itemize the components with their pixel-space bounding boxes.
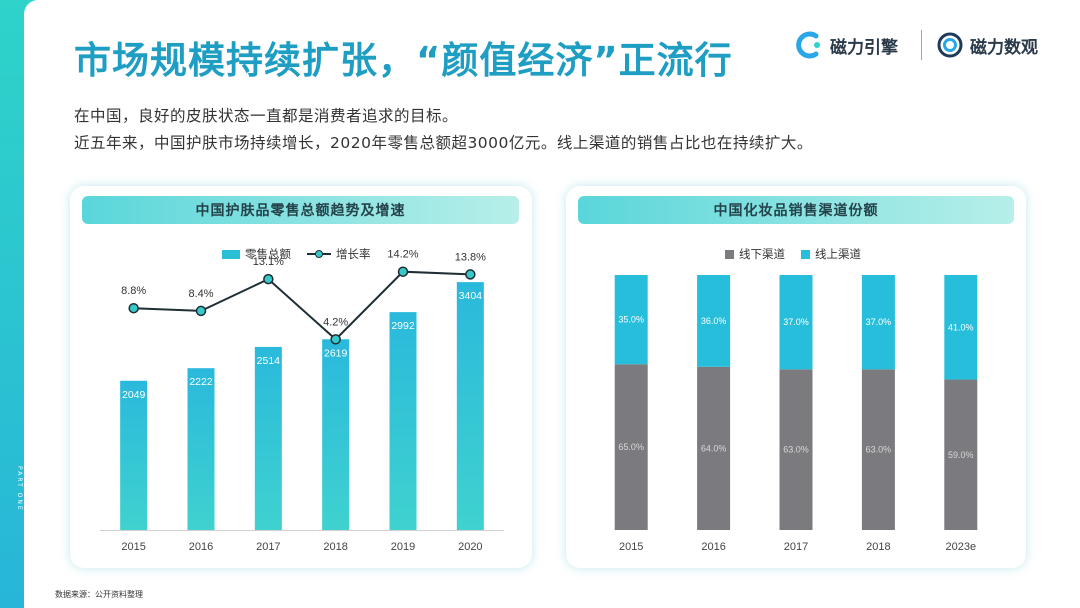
bar (120, 380, 148, 530)
growth-rate-label: 8.8% (121, 285, 146, 297)
left-strip-inner-curve (24, 0, 38, 608)
page-title: 市场规模持续扩张，“颜值经济”正流行 (74, 39, 733, 82)
x-tick-label: 2017 (256, 541, 280, 553)
bar (322, 339, 350, 530)
bar-online (779, 275, 813, 370)
legend-item-growth-rate: 增长率 (307, 246, 371, 262)
bar-offline (944, 379, 978, 530)
offline-data-label: 63.0% (783, 445, 809, 455)
bar (254, 346, 282, 530)
legend-label: 增长率 (336, 247, 371, 261)
legend-swatch (222, 249, 240, 259)
brand-cili-engine: 磁力引擎 (794, 30, 898, 60)
legend-swatch (725, 249, 734, 259)
growth-rate-label: 14.2% (387, 249, 418, 261)
growth-rate-line (133, 270, 471, 341)
bar (187, 368, 215, 530)
growth-rate-label: 8.4% (188, 288, 213, 300)
legend-swatch (801, 249, 810, 259)
offline-data-label: 63.0% (866, 445, 892, 455)
growth-rate-label: 13.8% (455, 251, 486, 263)
offline-data-label: 65.0% (618, 442, 644, 452)
intro-line: 在中国，良好的皮肤状态一直都是消费者追求的目标。 (74, 107, 459, 125)
circle-lens-logo-icon (937, 32, 963, 58)
channel-share-chart-panel: 中国化妆品销售渠道份额 线下渠道 线上渠道 65.0% 35.0% 2015 64.0… (566, 186, 1026, 568)
legend-label: 线下渠道 (739, 247, 785, 261)
chart-legend: 零售总额 增长率 (222, 246, 387, 262)
chart-legend: 线下渠道 线上渠道 (725, 246, 877, 262)
growth-rate-label: 13.1% (253, 256, 284, 268)
legend-label: 零售总额 (245, 247, 291, 261)
online-data-label: 35.0% (618, 315, 644, 325)
legend-item-offline: 线下渠道 (725, 246, 785, 262)
magnet-c-logo-icon (796, 31, 820, 59)
x-tick-label: 2016 (189, 541, 213, 553)
legend-item-online: 线上渠道 (801, 246, 861, 262)
legend-label: 线上渠道 (815, 247, 861, 261)
online-data-label: 37.0% (783, 317, 809, 327)
intro-line: 近五年来，中国护肤市场持续增长，2020年零售总额超3000亿元。线上渠道的销售… (74, 134, 813, 152)
online-data-label: 36.0% (701, 316, 727, 326)
x-tick-label: 2023e (946, 541, 977, 553)
bar-data-label: 2222 (189, 376, 213, 388)
offline-data-label: 64.0% (701, 443, 727, 453)
online-data-label: 41.0% (948, 322, 974, 332)
bar-data-label: 2049 (122, 389, 146, 401)
x-tick-label: 2016 (701, 541, 725, 553)
bar-data-label: 2619 (324, 347, 348, 359)
data-source-note: 数据来源：公开资料整理 (55, 590, 143, 599)
bar-online (697, 275, 731, 367)
bar (389, 312, 417, 530)
x-tick-label: 2019 (391, 541, 415, 553)
chart-title: 中国化妆品销售渠道份额 (578, 196, 1014, 224)
bar-offline (697, 366, 731, 530)
x-tick-label: 2015 (619, 541, 643, 553)
brand-name: 磁力数观 (970, 37, 1038, 58)
brand-name: 磁力引擎 (830, 37, 898, 58)
bar-online (944, 275, 978, 380)
growth-rate-point (330, 334, 341, 345)
x-tick-label: 2015 (121, 541, 145, 553)
growth-rate-point (195, 305, 207, 317)
part-label: PART ONE (16, 466, 23, 512)
x-tick-label: 2020 (458, 541, 482, 553)
channel-share-chart: 65.0% 35.0% 2015 64.0% 36.0% 2016 63.0% 37.0% 20… (614, 275, 978, 553)
online-data-label: 37.0% (866, 317, 892, 327)
bar (456, 282, 484, 530)
legend-item-retail-sales: 零售总额 (222, 246, 291, 262)
growth-rate-point (397, 266, 409, 277)
growth-rate-label: 4.2% (323, 316, 348, 328)
brand-divider (921, 30, 922, 60)
bar-online (861, 275, 895, 370)
growth-rate-point (263, 273, 274, 285)
offline-data-label: 59.0% (948, 450, 974, 460)
growth-rate-point (465, 269, 476, 280)
bar-offline (861, 369, 895, 530)
x-tick-label: 2018 (866, 541, 890, 553)
chart-title: 中国护肤品零售总额趋势及增速 (82, 196, 519, 224)
bar-data-label: 2514 (257, 355, 281, 367)
x-tick-label: 2018 (323, 541, 347, 553)
bar-data-label: 2992 (391, 320, 415, 332)
bar-offline (779, 369, 813, 530)
growth-rate-point (128, 302, 139, 314)
x-tick-label: 2017 (784, 541, 808, 553)
retail-sales-chart: 2049 2015 2222 2016 2514 2017 2619 2018 2992 2019… (100, 249, 504, 553)
bar-offline (614, 364, 648, 530)
brand-cili-shuguan: 磁力数观 (936, 30, 1038, 60)
legend-line-marker (307, 249, 331, 259)
bar-data-label: 3404 (459, 290, 483, 302)
retail-sales-chart-panel: 中国护肤品零售总额趋势及增速 零售总额 增长率 2049 2015 2222 2016… (70, 186, 532, 568)
bar-online (614, 275, 648, 365)
